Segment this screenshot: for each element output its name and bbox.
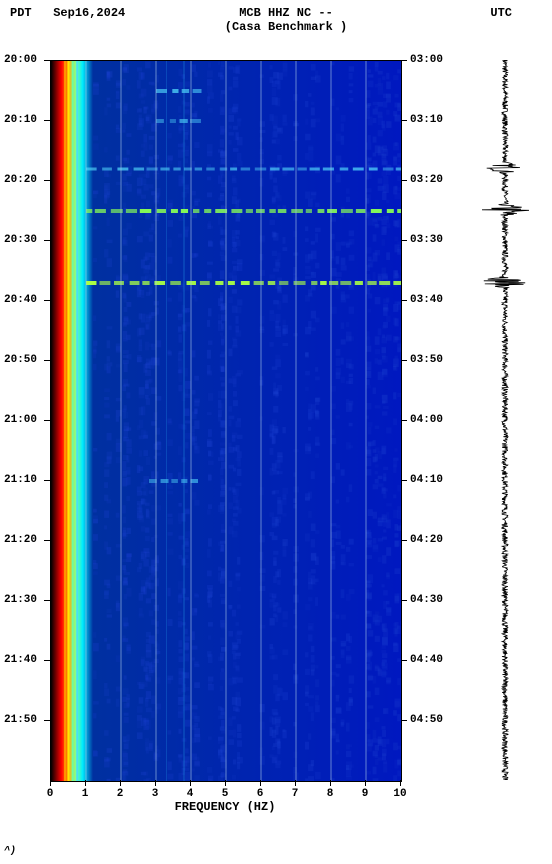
x-axis-label: FREQUENCY (HZ) (175, 800, 276, 814)
spectrogram-plot (50, 60, 400, 780)
x-tick: 9 (362, 788, 369, 800)
y-left-tick: 21:50 (4, 714, 37, 726)
y-left-tick: 20:10 (4, 114, 37, 126)
x-tick: 5 (222, 788, 229, 800)
y-left-tick: 20:00 (4, 54, 37, 66)
y-right-tick: 04:10 (410, 474, 443, 486)
y-left-tick: 21:00 (4, 414, 37, 426)
tz-left: PDT (10, 6, 32, 20)
y-left-tick: 21:10 (4, 474, 37, 486)
y-right-tick: 04:00 (410, 414, 443, 426)
y-right-tick: 03:30 (410, 234, 443, 246)
x-tick: 1 (82, 788, 89, 800)
y-left-tick: 21:40 (4, 654, 37, 666)
x-tick: 6 (257, 788, 264, 800)
x-tick: 4 (187, 788, 194, 800)
y-left-tick: 20:50 (4, 354, 37, 366)
y-right-tick: 03:10 (410, 114, 443, 126)
x-tick: 0 (47, 788, 54, 800)
tz-right: UTC (412, 6, 542, 20)
station-line2: (Casa Benchmark ) (160, 20, 412, 34)
x-tick: 3 (152, 788, 159, 800)
y-right-tick: 03:50 (410, 354, 443, 366)
y-right-tick: 04:20 (410, 534, 443, 546)
y-left-tick: 20:30 (4, 234, 37, 246)
y-right-tick: 04:30 (410, 594, 443, 606)
date: Sep16,2024 (53, 6, 125, 20)
y-left-tick: 20:20 (4, 174, 37, 186)
spectrogram-canvas (50, 60, 402, 782)
x-tick: 2 (117, 788, 124, 800)
y-left-tick: 20:40 (4, 294, 37, 306)
y-right-tick: 03:20 (410, 174, 443, 186)
seismogram-trace (475, 60, 535, 780)
header: PDT Sep16,2024 MCB HHZ NC -- UTC (Casa B… (0, 6, 552, 34)
x-tick: 7 (292, 788, 299, 800)
corner-mark: ^) (4, 846, 16, 857)
x-tick: 10 (393, 788, 406, 800)
y-left-tick: 21:20 (4, 534, 37, 546)
y-left-tick: 21:30 (4, 594, 37, 606)
station-line1: MCB HHZ NC -- (160, 6, 412, 20)
x-tick: 8 (327, 788, 334, 800)
y-right-tick: 04:40 (410, 654, 443, 666)
y-right-tick: 03:40 (410, 294, 443, 306)
y-right-tick: 03:00 (410, 54, 443, 66)
y-right-tick: 04:50 (410, 714, 443, 726)
